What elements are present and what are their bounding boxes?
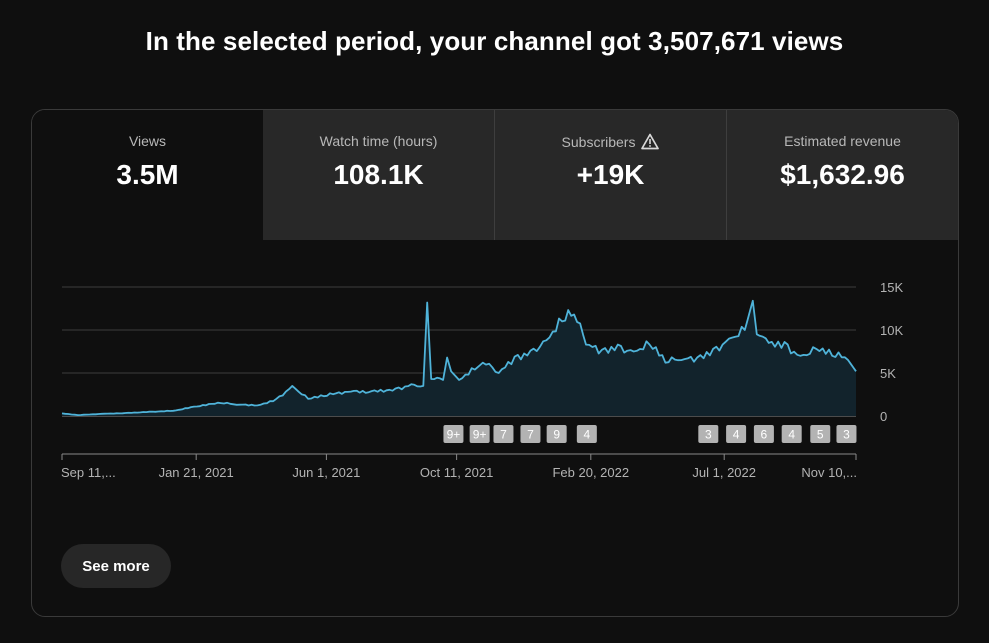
- annotation-badge[interactable]: 3: [836, 425, 857, 443]
- badge-box: [698, 425, 719, 443]
- tab-watch-time[interactable]: Watch time (hours) 108.1K: [263, 110, 494, 240]
- annotation-badge[interactable]: 9+: [443, 425, 464, 443]
- annotation-badge[interactable]: 7: [493, 425, 514, 443]
- badge-label: 4: [583, 428, 590, 442]
- y-tick-label: 5K: [880, 366, 896, 381]
- series-area: [62, 300, 856, 416]
- badge-label: 5: [817, 428, 824, 442]
- badge-box: [781, 425, 802, 443]
- badge-box: [836, 425, 857, 443]
- warning-icon[interactable]: [641, 133, 660, 153]
- annotation-badge[interactable]: 7: [520, 425, 541, 443]
- y-tick-label: 0: [880, 409, 887, 424]
- annotation-badge[interactable]: 5: [810, 425, 831, 443]
- annotation-badge[interactable]: 6: [753, 425, 774, 443]
- annotation-badge[interactable]: 3: [698, 425, 719, 443]
- badge-label: 9+: [447, 428, 461, 442]
- badge-label: 3: [705, 428, 712, 442]
- tab-views-value: 3.5M: [116, 159, 179, 190]
- badge-box: [576, 425, 597, 443]
- badge-box: [469, 425, 490, 443]
- x-tick-label: Jan 21, 2021: [159, 465, 234, 480]
- annotation-badge[interactable]: 4: [781, 425, 802, 443]
- annotation-badge[interactable]: 9: [546, 425, 567, 443]
- tab-views[interactable]: Views 3.5M: [32, 110, 263, 240]
- badge-label: 7: [500, 428, 507, 442]
- tab-estimated-revenue[interactable]: Estimated revenue $1,632.96: [726, 110, 958, 240]
- badge-label: 9+: [473, 428, 487, 442]
- badge-label: 7: [527, 428, 534, 442]
- y-tick-label: 10K: [880, 323, 903, 338]
- x-tick-label: Sep 11,...: [61, 465, 116, 480]
- badge-label: 3: [843, 428, 850, 442]
- tab-watch-time-label: Watch time (hours): [319, 133, 438, 149]
- page-headline: In the selected period, your channel got…: [145, 26, 844, 56]
- badge-box: [753, 425, 774, 443]
- x-tick-label: Jun 1, 2021: [292, 465, 360, 480]
- x-tick-label: Jul 1, 2022: [692, 465, 756, 480]
- tab-subscribers-value: +19K: [576, 159, 645, 190]
- badge-label: 4: [733, 428, 740, 442]
- tab-revenue-label: Estimated revenue: [784, 133, 901, 149]
- badge-box: [726, 425, 747, 443]
- views-chart: 15K 10K 5K 0 9+ 9+ 7 7 9 4 3 4 6 4 5 3 Sep 11,... Jan 21,…: [61, 280, 903, 480]
- tab-revenue-value: $1,632.96: [780, 159, 905, 190]
- tab-subscribers[interactable]: Subscribers +19K: [494, 110, 726, 240]
- tab-watch-time-value: 108.1K: [333, 159, 424, 190]
- badge-box: [493, 425, 514, 443]
- badge-box: [546, 425, 567, 443]
- x-tick-label: Feb 20, 2022: [552, 465, 629, 480]
- x-tick-label: Oct 11, 2021: [420, 465, 493, 480]
- badge-box: [810, 425, 831, 443]
- tab-subscribers-label: Subscribers: [561, 134, 636, 150]
- annotation-badge[interactable]: 4: [726, 425, 747, 443]
- annotation-badge[interactable]: 4: [576, 425, 597, 443]
- annotation-badge[interactable]: 9+: [469, 425, 490, 443]
- badge-label: 6: [761, 428, 768, 442]
- x-tick-label: Nov 10,...: [801, 465, 857, 480]
- badge-box: [520, 425, 541, 443]
- y-tick-label: 15K: [880, 280, 903, 295]
- series-line: [61, 299, 857, 416]
- metrics-card: Views 3.5M Watch time (hours) 108.1K Sub…: [31, 109, 959, 617]
- badge-label: 9: [553, 428, 560, 442]
- see-more-button[interactable]: See more: [61, 544, 171, 588]
- metric-tabs: Views 3.5M Watch time (hours) 108.1K Sub…: [32, 110, 958, 240]
- badge-box: [443, 425, 464, 443]
- tab-views-label: Views: [128, 133, 167, 149]
- badge-label: 4: [788, 428, 795, 442]
